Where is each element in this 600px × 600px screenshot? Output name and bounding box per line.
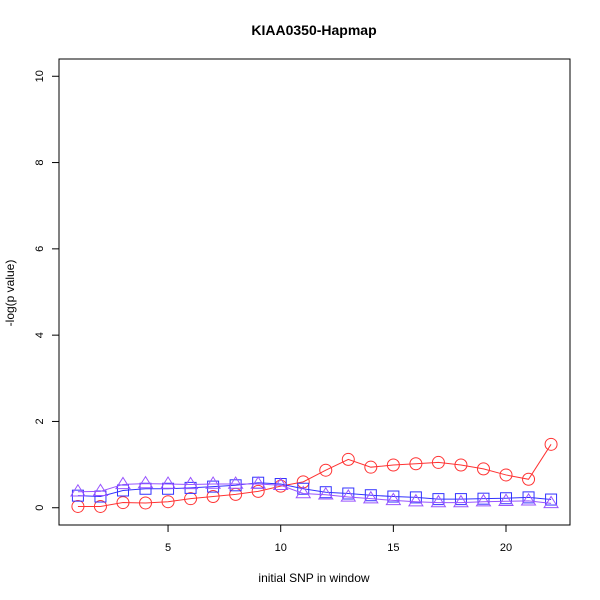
data-point-triangle (385, 492, 402, 506)
y-tick-label: 8 (34, 159, 46, 165)
data-point-square (342, 487, 355, 500)
y-tick-label: 2 (34, 418, 46, 424)
data-point-circle (431, 455, 445, 469)
plot-frame (58, 58, 571, 526)
data-point-triangle (362, 490, 379, 504)
data-point-triangle (295, 485, 312, 499)
data-point-triangle (430, 494, 447, 508)
x-tick-label: 10 (275, 542, 287, 554)
data-point-triangle (250, 476, 267, 489)
data-point-circle (454, 458, 468, 472)
series-line (77, 482, 552, 501)
y-tick-label: 6 (34, 246, 46, 252)
data-point-circle (116, 496, 130, 510)
data-point-triangle (160, 476, 176, 489)
data-point-square (387, 490, 400, 503)
data-point-square (477, 492, 490, 505)
y-tick-label: 10 (34, 70, 46, 82)
series-line (77, 444, 552, 507)
data-point-circle (522, 472, 536, 486)
x-tick-label: 5 (165, 542, 171, 554)
data-point-circle (364, 460, 378, 474)
y-tick-label: 4 (34, 332, 46, 338)
data-point-triangle (453, 494, 469, 508)
data-point-triangle (137, 475, 154, 489)
x-axis-label: initial SNP in window (258, 571, 369, 585)
data-point-square (319, 486, 332, 499)
data-point-circle (274, 479, 288, 493)
data-point-circle (93, 499, 107, 513)
data-point-square (454, 493, 467, 506)
data-point-circle (71, 499, 85, 513)
data-point-circle (251, 484, 265, 498)
data-point-triangle (340, 489, 357, 502)
data-point-square (545, 493, 558, 506)
data-point-square (409, 491, 422, 504)
series-circle (71, 437, 558, 513)
data-point-circle (161, 495, 175, 509)
data-point-circle (341, 452, 355, 466)
data-point-circle (499, 468, 513, 482)
data-point-triangle (543, 495, 559, 509)
series-layer (70, 437, 559, 513)
data-point-square (297, 482, 310, 495)
x-tick-label: 20 (500, 542, 512, 554)
data-point-triangle (272, 477, 289, 491)
y-tick-label: 0 (34, 505, 46, 511)
x-tick-label: 15 (387, 542, 399, 554)
data-point-square (364, 489, 377, 502)
data-point-triangle (498, 493, 514, 506)
data-point-circle (409, 457, 423, 471)
data-point-circle (206, 490, 220, 504)
data-point-square (500, 492, 513, 505)
data-point-triangle (520, 492, 537, 506)
data-point-triangle (475, 493, 492, 507)
data-point-square (116, 484, 129, 497)
data-point-square (432, 493, 445, 506)
data-point-triangle (205, 476, 222, 489)
y-axis-label: -log(p value) (3, 260, 17, 327)
data-point-circle (296, 475, 310, 489)
data-point-triangle (115, 476, 131, 490)
data-point-triangle (407, 493, 424, 507)
series-square (71, 476, 558, 506)
data-point-triangle (182, 476, 199, 490)
data-point-triangle (227, 476, 244, 489)
data-point-triangle (70, 483, 86, 497)
data-point-triangle (317, 486, 334, 500)
data-point-circle (319, 463, 333, 477)
y-axis: 0 2 4 6 8 10 (34, 70, 59, 511)
data-point-square (162, 482, 175, 495)
chart-title: KIAA0350-Hapmap (251, 22, 376, 38)
data-point-circle (139, 496, 153, 510)
data-point-circle (184, 492, 198, 506)
data-point-circle (229, 487, 243, 501)
data-point-square (184, 481, 197, 494)
series-triangle (70, 475, 559, 509)
data-point-triangle (92, 483, 109, 497)
data-point-circle (386, 458, 400, 472)
data-point-square (522, 491, 535, 504)
x-axis: 5 10 15 20 (165, 525, 512, 554)
series-line (77, 483, 552, 504)
data-point-circle (476, 462, 490, 476)
data-point-circle (544, 437, 558, 451)
